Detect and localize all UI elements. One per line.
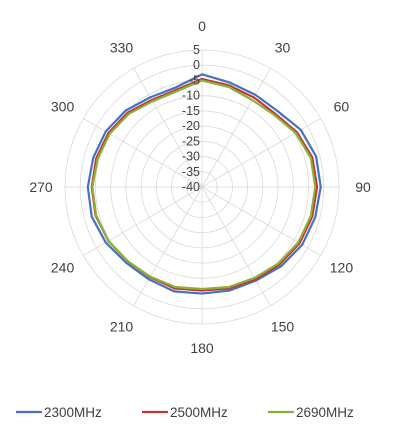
radial-tick-label: -35 — [182, 165, 200, 179]
grid-spoke — [201, 186, 271, 306]
series-line-2690MHz — [91, 79, 317, 291]
series-line-2300MHz — [86, 73, 322, 295]
angle-tick-label: 330 — [110, 40, 134, 56]
radial-tick-label: -20 — [182, 119, 200, 133]
angle-tick-labels: 0 30 60 90 120 150 180 210 240 270 300 330 — [29, 18, 371, 356]
legend-label-2300MHz: 2300MHz — [44, 405, 102, 420]
radial-tick-label: 5 — [193, 43, 200, 57]
grid-spoke — [133, 68, 203, 188]
grid-spoke — [83, 118, 203, 188]
angle-tick-label: 240 — [51, 260, 75, 276]
radial-tick-labels: 50-5 -10-15-20-25 -30-35-40 — [182, 43, 200, 194]
radial-tick-label: -30 — [182, 150, 200, 164]
radial-tick-label: -10 — [182, 89, 200, 103]
series-layer — [86, 73, 322, 295]
angle-tick-label: 0 — [198, 18, 206, 34]
radial-tick-label: 0 — [193, 58, 200, 72]
grid-spoke — [133, 186, 203, 306]
angle-tick-label: 60 — [334, 99, 350, 115]
angle-tick-label: 90 — [355, 179, 371, 195]
angle-tick-label: 180 — [190, 340, 214, 356]
legend-label-2500MHz: 2500MHz — [170, 405, 228, 420]
legend: 2300MHz 2500MHz 2690MHz — [16, 405, 354, 420]
grid-spoke — [201, 186, 321, 256]
angle-tick-label: 270 — [29, 179, 53, 195]
angle-tick-label: 30 — [275, 40, 291, 56]
grid-spoke — [83, 186, 203, 256]
angular-grid — [65, 50, 339, 324]
radial-tick-label: -25 — [182, 134, 200, 148]
angle-tick-label: 150 — [271, 318, 295, 334]
series-line-2500MHz — [90, 77, 319, 292]
radial-tick-label: -40 — [182, 180, 200, 194]
radial-tick-label: -15 — [182, 104, 200, 118]
legend-label-2690MHz: 2690MHz — [296, 405, 354, 420]
angle-tick-label: 300 — [51, 99, 75, 115]
radial-tick-label: -5 — [189, 73, 200, 87]
angle-tick-label: 120 — [330, 260, 354, 276]
grid-spoke — [201, 68, 271, 188]
angle-tick-label: 210 — [110, 318, 134, 334]
